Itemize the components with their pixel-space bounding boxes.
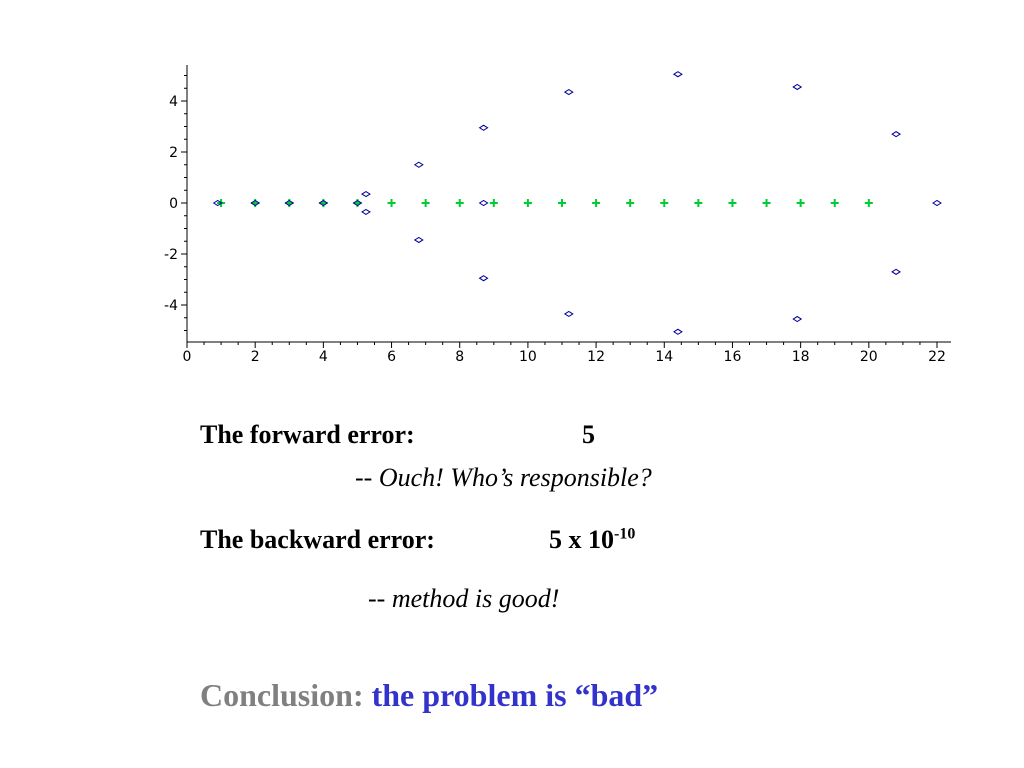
x-tick-label: 4	[319, 349, 328, 365]
plus-point	[421, 199, 430, 207]
diamond-point	[250, 199, 261, 207]
x-tick-label: 0	[183, 349, 192, 365]
forward-error-comment: -- Ouch! Who’s responsible?	[355, 463, 652, 493]
diamond-point	[932, 199, 942, 207]
backward-value-base: 5 x 10	[549, 525, 614, 554]
diamond-point	[212, 199, 223, 207]
diamond-point	[361, 190, 371, 198]
diamond-point	[361, 208, 371, 216]
plus-point	[830, 199, 839, 207]
y-tick-label: -2	[164, 247, 178, 263]
backward-value-exponent: -10	[614, 525, 636, 543]
x-tick-label: 2	[251, 349, 260, 365]
conclusion-label: Conclusion:	[200, 677, 364, 713]
forward-error-value: 5	[582, 420, 595, 449]
backward-error-comment: -- method is good!	[368, 584, 559, 614]
diamond-point	[672, 71, 683, 78]
x-tick-label: 10	[519, 349, 537, 365]
plus-point	[626, 199, 635, 207]
backward-error-label: The backward error:	[200, 525, 435, 554]
x-tick-label: 18	[792, 349, 810, 365]
x-tick-label: 6	[387, 349, 396, 365]
x-tick-label: 12	[587, 349, 605, 365]
y-tick-label: 0	[169, 196, 178, 212]
diamond-point	[413, 236, 424, 244]
diamond-point	[284, 199, 295, 207]
diamond-point	[672, 328, 683, 335]
diamond-point	[792, 83, 803, 91]
comment-dash: --	[355, 463, 379, 492]
y-tick-label: 2	[169, 145, 178, 161]
x-tick-label: 20	[860, 349, 878, 365]
plus-point	[592, 199, 601, 207]
diamond-point	[891, 268, 902, 275]
plus-point	[762, 199, 771, 207]
plus-point	[489, 199, 498, 207]
diamond-point	[413, 161, 424, 168]
plot-marks	[212, 71, 942, 335]
plus-point	[694, 199, 703, 207]
diamond-point	[478, 199, 489, 207]
diamond-point	[318, 199, 329, 207]
plus-point	[796, 199, 805, 207]
x-tick-label: 16	[724, 349, 742, 365]
diamond-point	[478, 275, 489, 282]
plus-point	[455, 199, 464, 207]
plus-point	[660, 199, 669, 207]
forward-comment-text: Ouch! Who’s responsible?	[378, 463, 652, 492]
backward-comment-text: method is good!	[391, 584, 560, 613]
x-tick-label: 22	[928, 349, 946, 365]
plus-point	[387, 199, 396, 207]
x-tick-label: 14	[655, 349, 673, 365]
diamond-point	[478, 124, 489, 131]
conclusion-text: the problem is “bad”	[371, 677, 659, 713]
diamond-point	[352, 199, 363, 207]
x-tick-label: 8	[455, 349, 464, 365]
backward-error-value: 5 x 10-10	[549, 525, 635, 555]
plus-point	[864, 199, 873, 207]
diamond-point	[563, 88, 574, 96]
conclusion-line: Conclusion: the problem is “bad”	[200, 677, 658, 714]
diamond-point	[563, 310, 574, 318]
plus-point	[728, 199, 737, 207]
y-tick-label: -4	[164, 298, 178, 314]
plus-point	[523, 199, 532, 207]
diamond-point	[891, 131, 902, 138]
forward-error-label: The forward error:	[200, 420, 415, 449]
comment-dash: --	[368, 584, 392, 613]
diamond-point	[792, 315, 803, 323]
plus-point	[558, 199, 566, 207]
y-tick-label: 4	[169, 94, 178, 110]
